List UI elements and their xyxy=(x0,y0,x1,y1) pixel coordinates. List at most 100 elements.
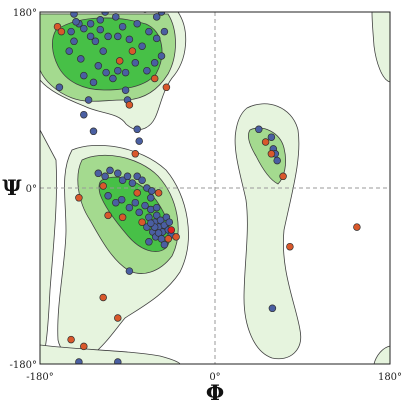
residue-point xyxy=(121,86,130,94)
residue-point xyxy=(131,198,140,207)
residue-point xyxy=(53,22,62,31)
residue-point xyxy=(99,47,107,55)
residue-point xyxy=(141,201,149,210)
residue-point xyxy=(106,166,114,175)
residue-point xyxy=(80,342,88,351)
residue-point xyxy=(160,27,169,36)
residue-point xyxy=(133,125,141,134)
residue-point xyxy=(114,358,122,364)
residue-point xyxy=(99,293,107,302)
residue-point xyxy=(115,57,124,65)
residue-point xyxy=(164,235,173,243)
residue-point xyxy=(279,172,287,181)
residue-point xyxy=(94,169,103,178)
residue-point xyxy=(118,213,127,222)
residue-point xyxy=(150,59,159,67)
residue-point xyxy=(104,211,112,220)
residue-point xyxy=(131,150,140,158)
core-region-beta xyxy=(52,17,163,91)
residue-point xyxy=(104,32,112,41)
residue-point xyxy=(75,194,83,202)
residue-point xyxy=(156,216,165,225)
residue-point xyxy=(70,37,78,46)
residue-point xyxy=(114,314,122,322)
residue-point xyxy=(109,74,117,83)
residue-point xyxy=(162,83,171,92)
residue-point xyxy=(80,110,88,119)
residue-point xyxy=(138,176,146,184)
residue-point xyxy=(147,219,155,227)
residue-point xyxy=(75,358,83,364)
x-axis-label: Φ xyxy=(206,380,224,405)
residue-point xyxy=(125,203,134,212)
residue-point xyxy=(147,194,155,202)
x-tick-label: 180° xyxy=(378,372,402,383)
residue-point xyxy=(102,68,110,77)
data-points xyxy=(53,12,361,364)
residue-point xyxy=(152,34,161,43)
residue-point xyxy=(143,66,151,75)
residue-point xyxy=(125,101,134,109)
residue-point xyxy=(267,133,276,141)
residue-point xyxy=(67,335,75,344)
residue-point xyxy=(80,24,88,33)
residue-point xyxy=(145,27,153,36)
residue-point xyxy=(94,62,103,70)
y-tick-label: 0° xyxy=(26,184,37,195)
residue-point xyxy=(152,13,161,21)
residue-point xyxy=(80,71,88,80)
residue-point xyxy=(91,37,100,46)
residue-point xyxy=(154,189,163,197)
allowed-region-right-edge xyxy=(371,12,390,83)
residue-point xyxy=(55,83,64,92)
residue-point xyxy=(133,19,141,28)
residue-point xyxy=(267,150,276,158)
residue-point xyxy=(154,229,163,237)
residue-point xyxy=(89,78,98,87)
residue-point xyxy=(89,127,98,136)
residue-point xyxy=(72,18,80,26)
residue-point xyxy=(117,195,126,204)
residue-point xyxy=(172,233,180,241)
residue-point xyxy=(114,169,122,178)
residue-point xyxy=(96,25,105,34)
residue-point xyxy=(128,179,137,187)
residue-point xyxy=(86,19,95,28)
plot-frame xyxy=(39,11,391,365)
residue-point xyxy=(150,74,159,83)
residue-point xyxy=(152,203,161,212)
residue-point xyxy=(131,59,140,67)
residue-point xyxy=(112,198,120,207)
allowed-region-bottom-edge xyxy=(40,344,181,364)
residue-point xyxy=(160,240,169,249)
residue-point xyxy=(67,27,75,36)
residue-point xyxy=(112,13,120,21)
y-axis-label: Ψ xyxy=(2,175,22,200)
residue-point xyxy=(104,192,112,200)
residue-point xyxy=(77,55,85,63)
residue-point xyxy=(96,16,105,24)
residue-point xyxy=(114,66,122,75)
residue-point xyxy=(65,47,73,55)
residue-point xyxy=(118,176,127,184)
residue-point xyxy=(138,218,146,226)
residue-point xyxy=(86,32,95,41)
residue-point xyxy=(114,32,122,41)
residue-point xyxy=(286,242,294,251)
residue-point xyxy=(125,267,134,275)
residue-point xyxy=(255,125,263,134)
residue-point xyxy=(123,172,132,181)
residue-point xyxy=(121,68,130,77)
residue-point xyxy=(125,35,134,44)
residue-point xyxy=(135,137,143,145)
residue-point xyxy=(135,208,143,217)
residue-point xyxy=(128,47,137,55)
residue-point xyxy=(133,172,141,181)
favoured-region-alpha-l xyxy=(248,127,286,185)
residue-point xyxy=(70,12,78,18)
residue-point xyxy=(353,223,361,231)
residue-point xyxy=(268,304,277,313)
residue-point xyxy=(148,187,156,195)
allowed-region-bottom-right xyxy=(373,345,390,364)
